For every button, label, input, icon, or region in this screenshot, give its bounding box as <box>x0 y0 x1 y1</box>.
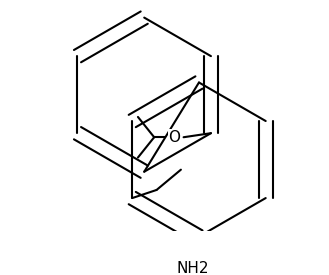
Text: O: O <box>168 130 180 145</box>
Text: NH2: NH2 <box>177 261 209 275</box>
